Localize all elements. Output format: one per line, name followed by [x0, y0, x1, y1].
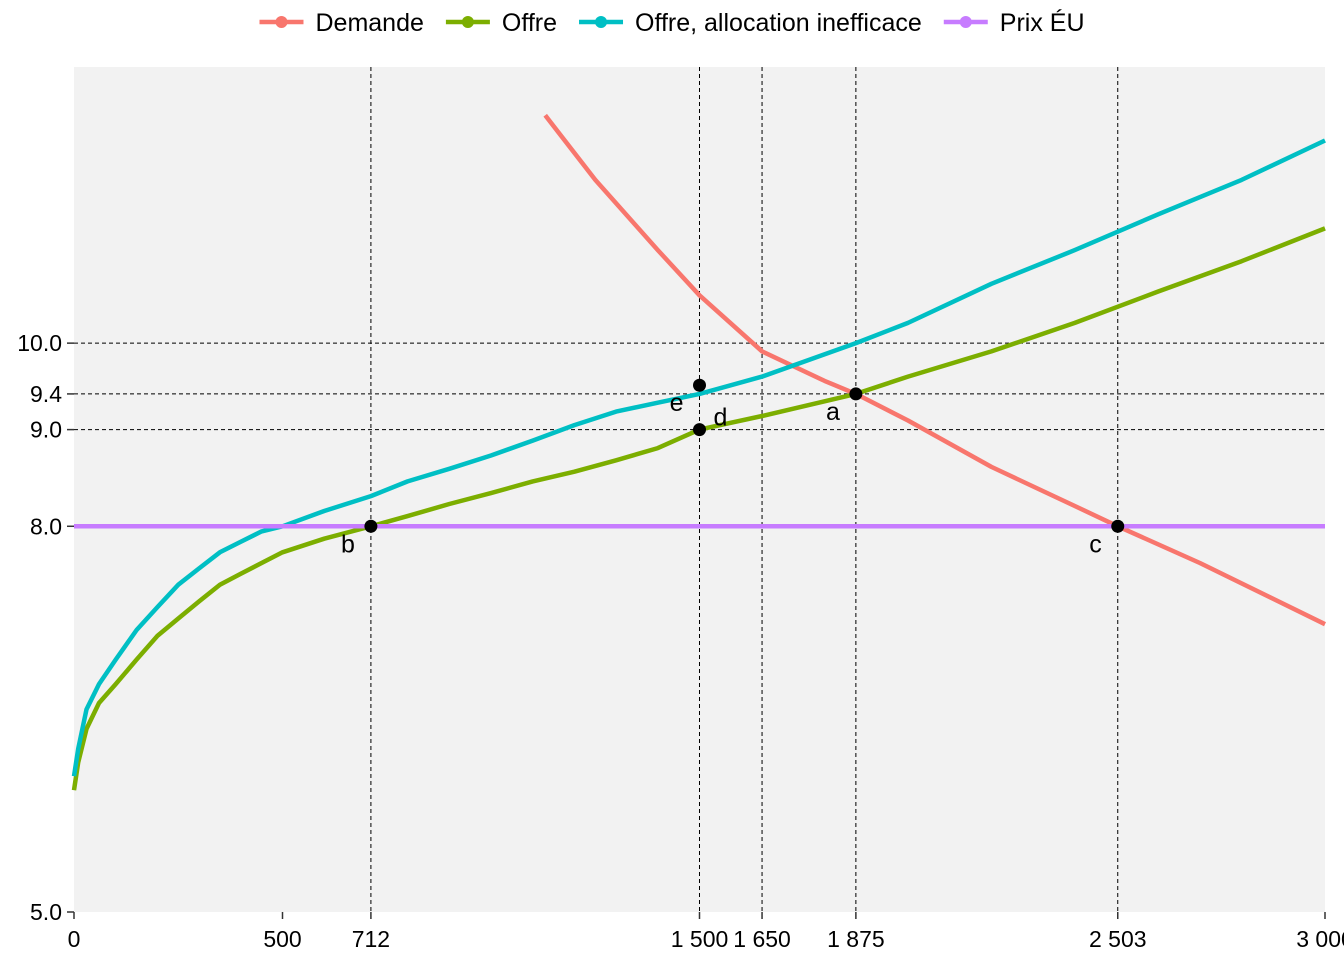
x-tick-label: 712 — [352, 926, 390, 952]
point-label-e: e — [670, 389, 684, 417]
point-e — [693, 378, 706, 392]
points: a b c d e — [341, 378, 1125, 558]
legend-key-dot — [595, 16, 608, 28]
point-label-a: a — [826, 398, 840, 426]
x-tick-label: 2 503 — [1089, 926, 1147, 952]
legend-item-offre-allocation-inefficace: Offre, allocation inefficace — [579, 9, 922, 37]
point-label-c: c — [1089, 530, 1102, 558]
y-tick-label: 9.4 — [30, 381, 62, 407]
legend-label: Offre — [502, 9, 557, 37]
legend-item-prix-eu: Prix ÉU — [943, 8, 1085, 37]
series-line-offre — [71, 226, 1326, 791]
x-tick-label: 3 000 — [1296, 926, 1344, 952]
x-tick-label: 1 875 — [827, 926, 885, 952]
point-label-d: d — [714, 404, 728, 432]
series-line-offre-allocation-inefficace — [71, 138, 1326, 777]
legend-key-dot — [461, 16, 474, 28]
legend-item-demande: Demande — [259, 9, 424, 37]
legend-label: Prix ÉU — [1000, 8, 1085, 37]
x-tick-label: 0 — [68, 926, 81, 952]
legend-key-dot — [275, 16, 288, 28]
x-tick-label: 1 500 — [671, 926, 729, 952]
point-d — [693, 423, 706, 437]
legend-key-dot — [959, 16, 972, 28]
point-a — [849, 387, 863, 401]
x-tick-label: 500 — [263, 926, 301, 952]
y-tick-label: 5.0 — [30, 899, 62, 925]
point-c — [1111, 519, 1125, 533]
legend: Demande Offre Offre, allocation inefficace… — [259, 8, 1085, 37]
legend-label: Demande — [315, 9, 423, 37]
point-b — [364, 519, 378, 533]
x-tick-label: 1 650 — [733, 926, 791, 952]
y-tick-label: 8.0 — [30, 513, 62, 539]
legend-item-offre: Offre — [445, 9, 557, 37]
point-label-b: b — [341, 530, 355, 558]
y-tick-label: 9.0 — [30, 417, 62, 443]
y-tick-label: 10.0 — [17, 330, 62, 356]
legend-label: Offre, allocation inefficace — [635, 9, 922, 37]
